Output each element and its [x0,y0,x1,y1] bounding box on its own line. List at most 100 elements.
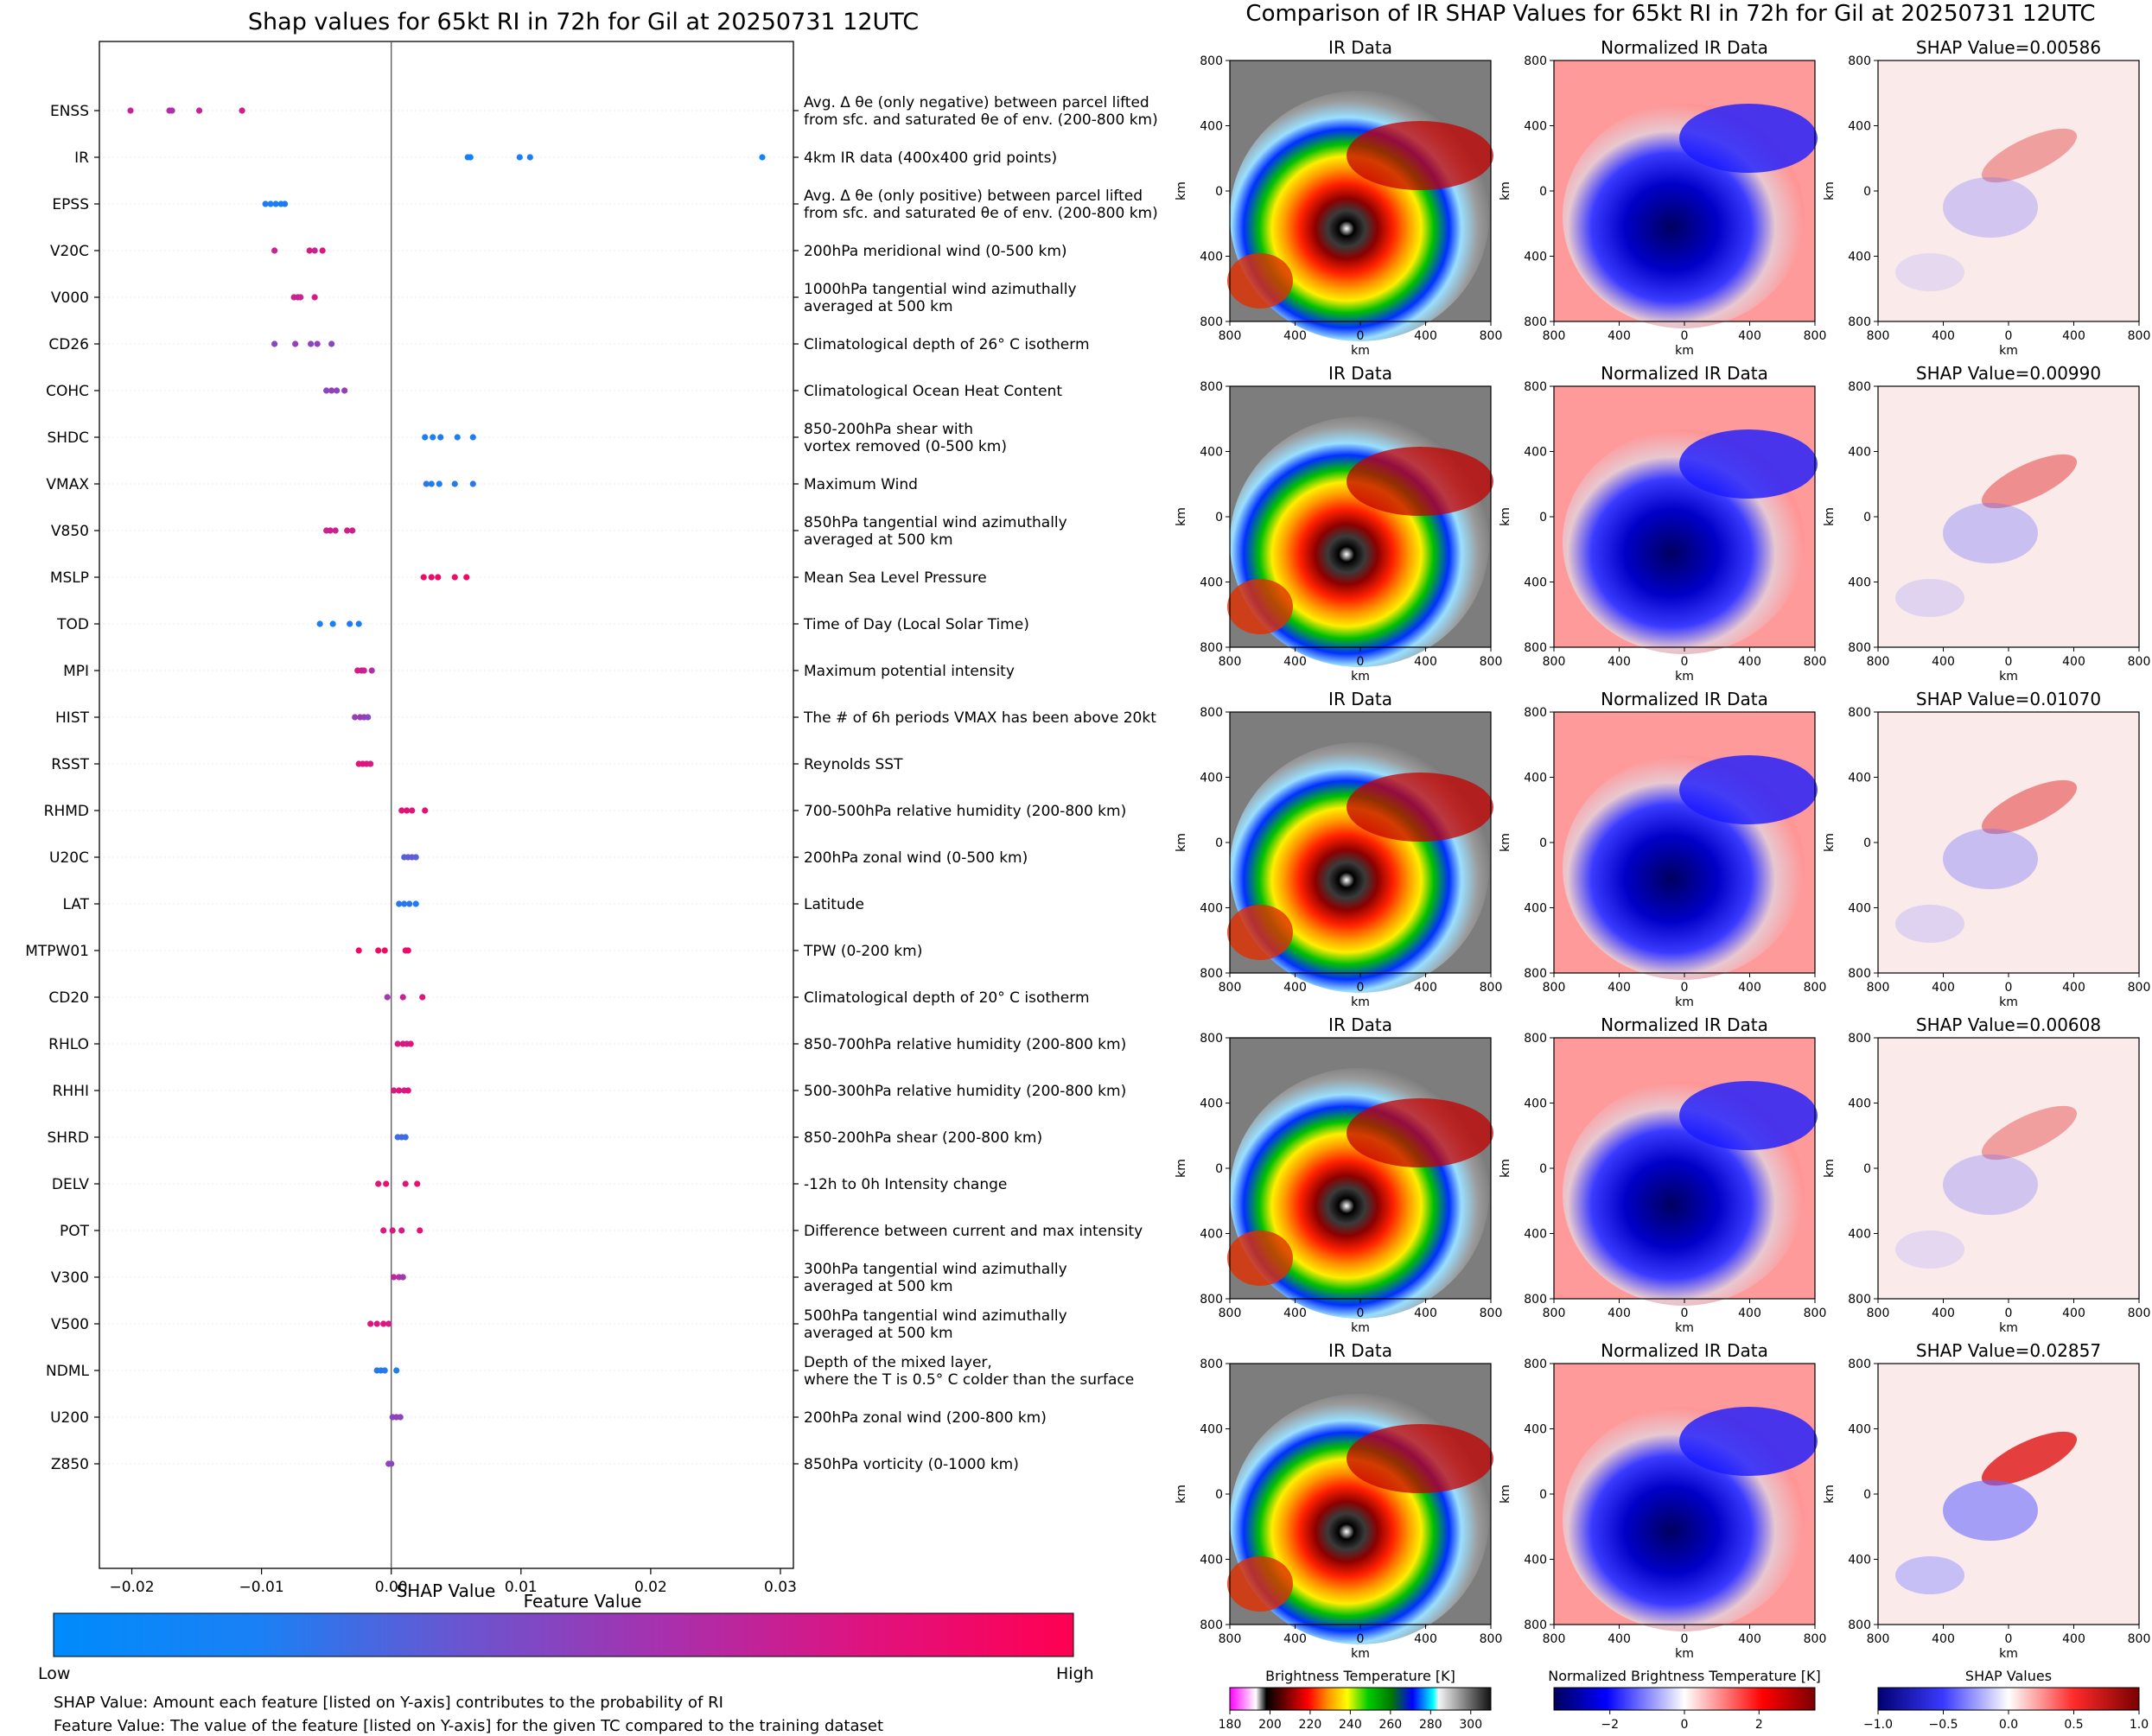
shap-point [383,1180,390,1187]
shap-background [1878,386,2139,647]
x-axis-label: km [1675,670,1694,684]
colorbar-tick-label: −2 [1601,1718,1619,1732]
feature-label-cd26: CD26 [48,336,89,353]
colorbar-tick-label: 0.0 [1999,1718,2018,1732]
feature-label-rhmd: RHMD [44,803,89,820]
shap-point [297,294,304,301]
y-tick-label: 0 [1215,836,1223,850]
x-axis-label: km [1999,670,2018,684]
shap-point [516,154,523,161]
shap-point [428,574,435,581]
feature-label-cohc: COHC [46,383,89,400]
shap-point [398,807,405,814]
x-tick-label: 800 [2128,1632,2151,1646]
x-tick-label: 400 [1932,981,1955,995]
shap-point [311,294,318,301]
y-tick-label: 800 [1200,641,1223,655]
x-tick-label: 400 [1283,329,1307,343]
ir-panel-row4-col2: Normalized IR Data8008004004000040040080… [1499,1014,1826,1335]
ir-shap-comparison: Comparison of IR SHAP Values for 65kt RI… [1175,1,2151,1736]
shap-point [391,1274,398,1281]
colorbar-tick-label: 280 [1419,1718,1442,1732]
shap-point [423,480,430,487]
feature-label-v500: V500 [51,1316,89,1333]
shap-negative-region [1943,177,2038,238]
y-tick-label: 400 [1524,576,1547,590]
feature-label-v000: V000 [51,289,89,307]
y-tick-label: 0 [1863,1162,1871,1176]
ir-panel-row2-col3: SHAP Value=0.009908008004004000040040080… [1823,363,2150,684]
shap-point [404,807,411,814]
x-axis-label: km [1999,1321,2018,1335]
panel-title: IR Data [1328,363,1392,384]
y-tick-label: 800 [1848,706,1871,720]
shap-point [329,620,336,627]
feature-description: 200hPa zonal wind (0-500 km) [804,849,1028,867]
shap-point [437,434,444,441]
shap-point [526,154,533,161]
shap-point [384,994,391,1001]
x-tick-label: 800 [1804,1307,1827,1320]
shap-point [195,107,203,114]
shap-point [341,387,348,394]
x-tick-label: −0.01 [239,1579,284,1596]
shap-point [399,1274,406,1281]
x-tick-label: 0 [2005,655,2013,669]
y-tick-label: 400 [1200,251,1223,264]
x-tick-label: 800 [1867,1632,1890,1646]
x-tick-label: 400 [1414,329,1437,343]
shap-point [412,900,419,907]
shap-point [292,340,299,347]
x-tick-label: 800 [1480,1632,1503,1646]
panel-title: Normalized IR Data [1601,37,1768,58]
feature-label-cd20: CD20 [48,989,89,1007]
y-tick-label: 800 [1524,641,1547,655]
convection-cell [1227,579,1293,634]
feature-label-epss: EPSS [52,196,89,213]
x-tick-label: 0 [1357,1632,1365,1646]
shap-point [127,107,134,114]
feature-label-tod: TOD [56,616,89,633]
shap-point [396,1087,403,1094]
shap-point [375,1180,382,1187]
x-tick-label: 0 [1357,1307,1365,1320]
x-axis-label: km [1351,344,1370,358]
x-tick-label: 0.01 [505,1579,538,1596]
y-tick-label: 400 [1524,902,1547,916]
y-tick-label: 800 [1524,380,1547,394]
y-tick-label: 400 [1848,120,1871,134]
x-tick-label: 800 [1543,1632,1566,1646]
x-tick-label: 800 [1219,329,1242,343]
y-axis-label: km [1823,833,1837,852]
feature-description: 850hPa tangential wind azimuthally [804,514,1067,531]
shap-point [435,574,442,581]
y-tick-label: 800 [1524,1358,1547,1371]
shap-point [391,1087,398,1094]
panel-title: IR Data [1328,1340,1392,1361]
cold-band [1679,1081,1818,1150]
y-axis-label: km [1823,507,1837,526]
cold-band [1679,429,1818,499]
x-tick-label: 800 [1219,1307,1242,1320]
shap-point [306,247,313,254]
shap-point [454,434,461,441]
feature-description: Maximum Wind [804,476,918,493]
x-tick-label: 0 [1681,1307,1689,1320]
convection-cell [1227,1556,1293,1612]
colorbar-gradient [1877,1687,2140,1711]
x-tick-label: 800 [1543,1307,1566,1320]
x-tick-label: 800 [2128,981,2151,995]
shap-positive-region [1981,779,2078,835]
shap-point [347,620,353,627]
feature-description: TPW (0-200 km) [803,943,922,960]
x-tick-label: 400 [1283,1307,1307,1320]
x-tick-label: 800 [1219,981,1242,995]
x-tick-label: 800 [1480,1307,1503,1320]
shap-point [451,574,458,581]
x-tick-label: 800 [1480,655,1503,669]
shap-point [368,667,375,674]
y-tick-label: 400 [1200,902,1223,916]
panel-title: IR Data [1328,689,1392,709]
feature-description: 300hPa tangential wind azimuthally [804,1261,1067,1278]
